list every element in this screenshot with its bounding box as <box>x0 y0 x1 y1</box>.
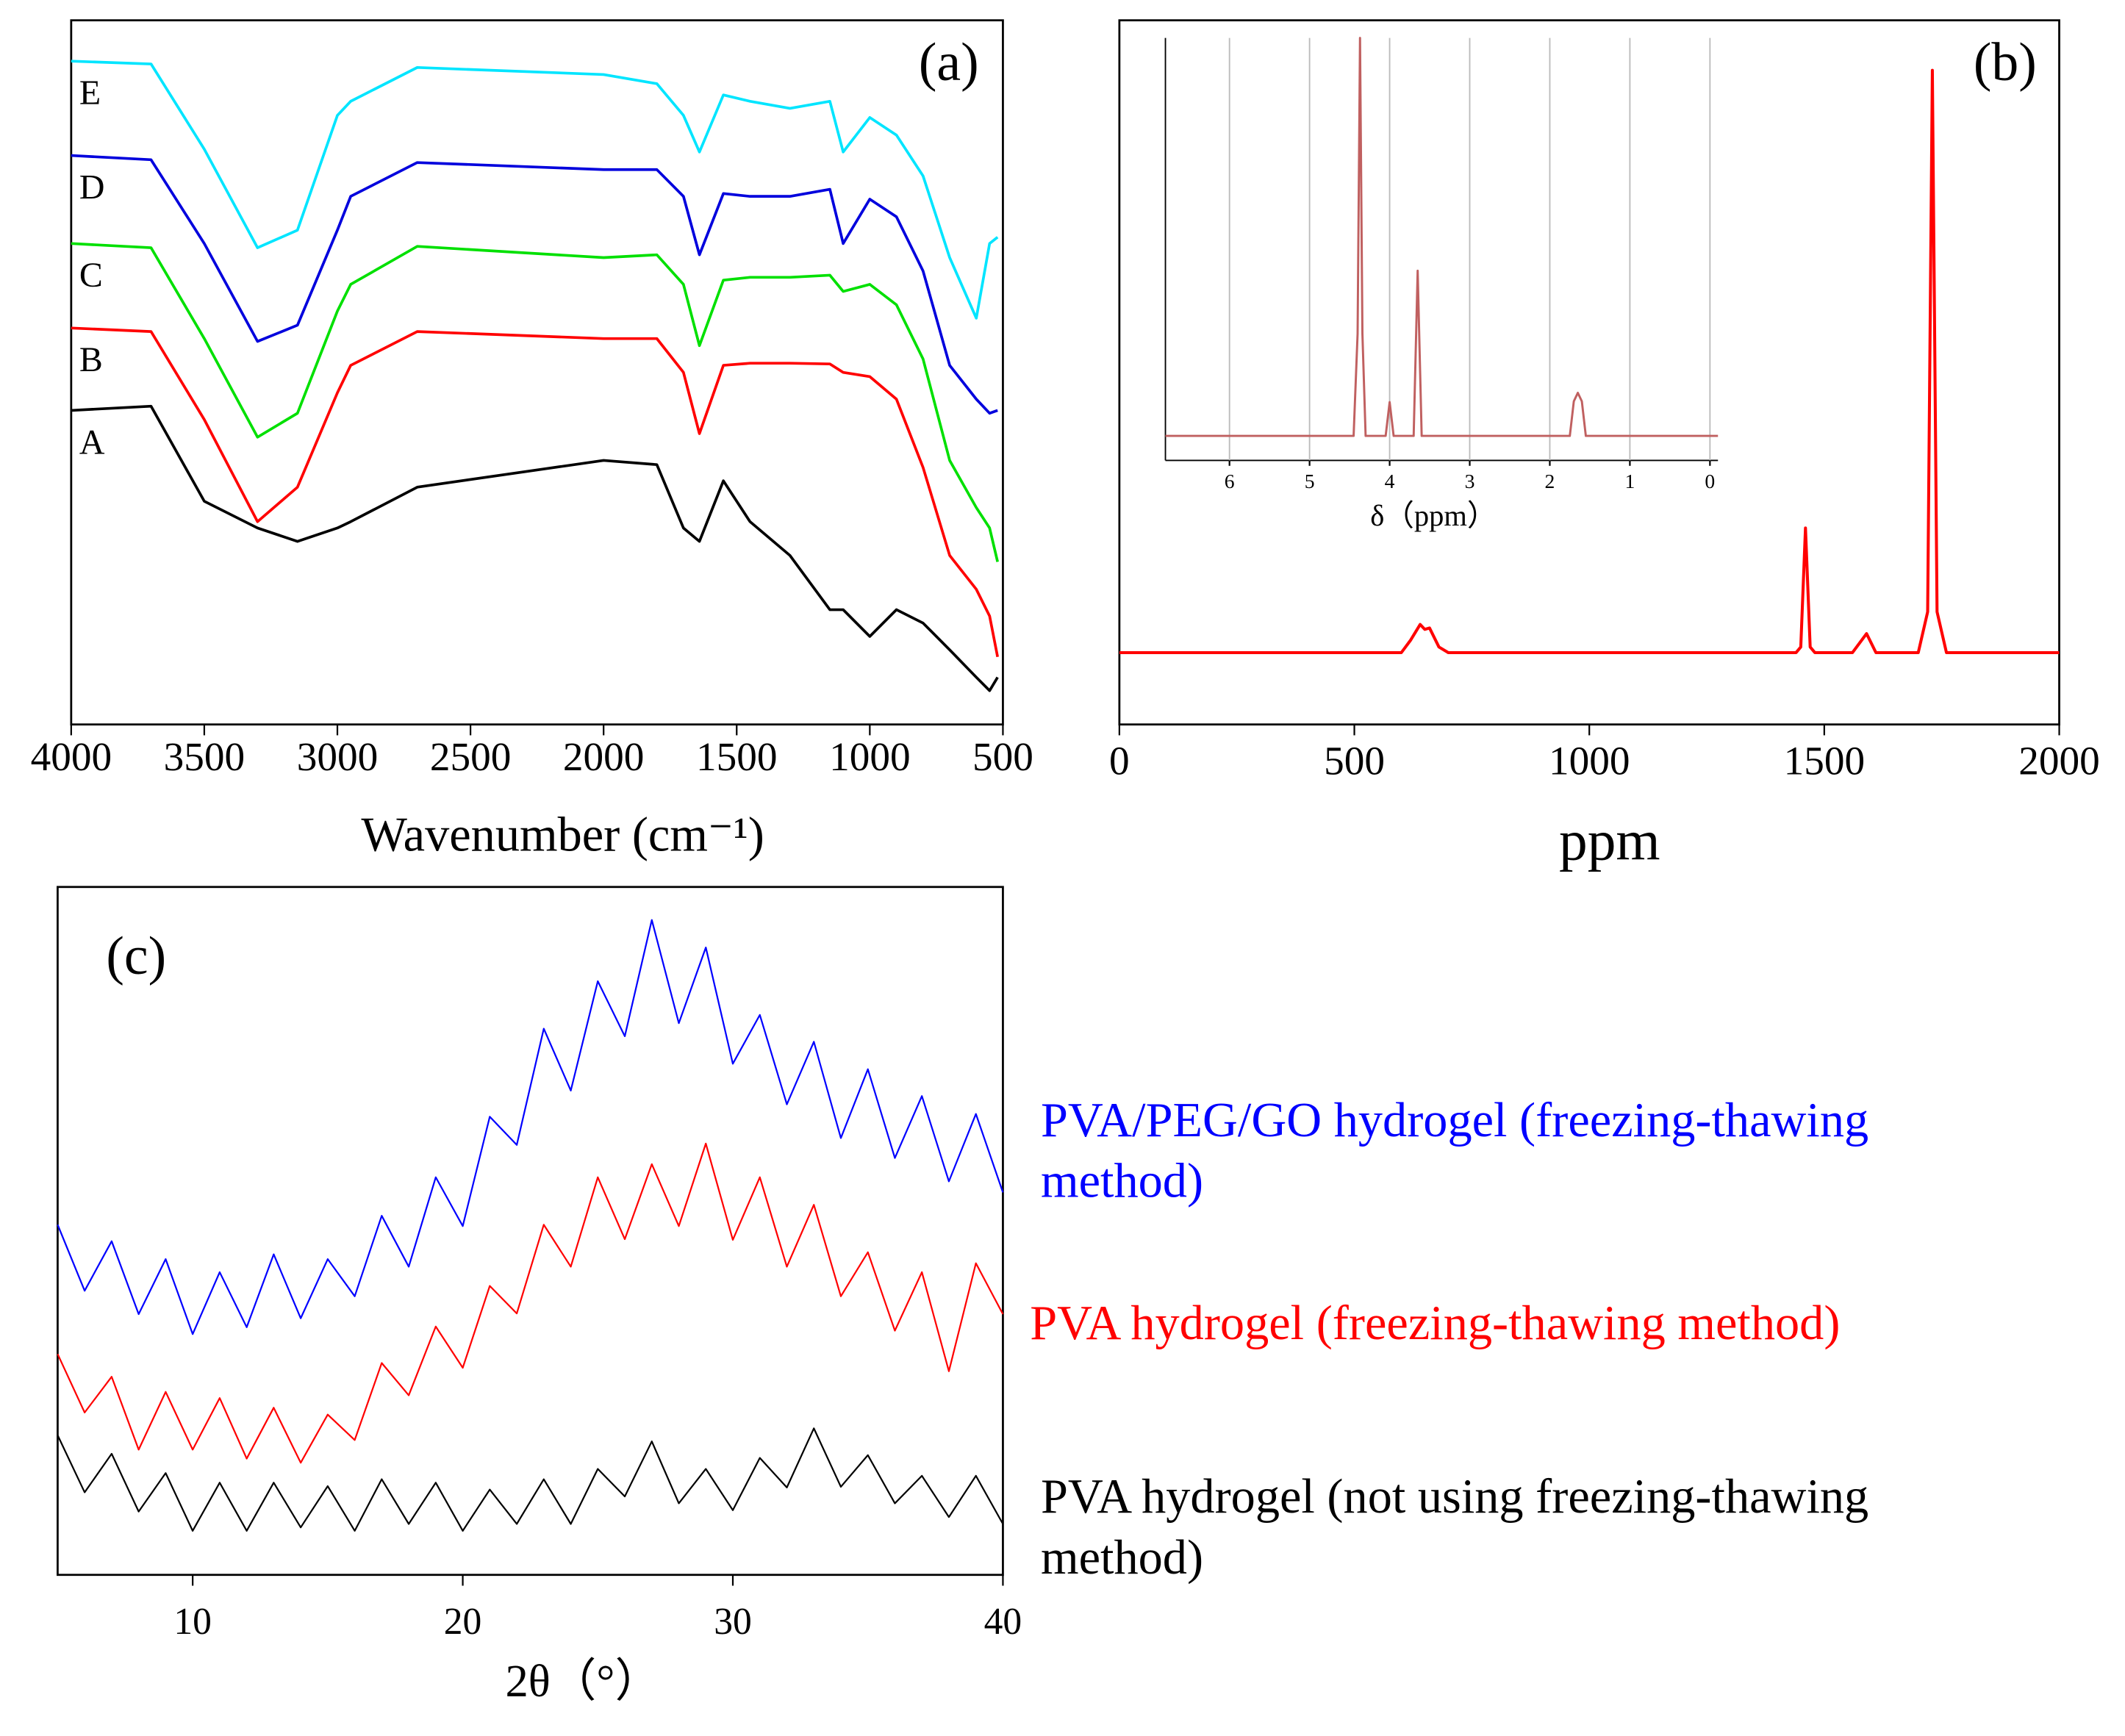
x-tick-label: 3000 <box>297 734 379 779</box>
panel-label: (a) <box>919 32 979 92</box>
plot-frame <box>57 886 1004 1577</box>
series-line <box>57 1142 1004 1464</box>
x-tick-label: 30 <box>714 1601 752 1643</box>
panel-label: (c) <box>106 925 166 986</box>
x-axis-label: δ（ppm） <box>1370 499 1497 532</box>
series-line <box>1165 37 1719 437</box>
legend-entry: PVA hydrogel (freezing-thawing method) <box>1030 1296 1841 1350</box>
x-tick-label: 2500 <box>430 734 512 779</box>
x-tick-label: 5 <box>1305 470 1315 492</box>
x-tick-label: 0 <box>1109 739 1130 783</box>
x-tick-label: 1000 <box>829 734 911 779</box>
series-label: B <box>79 340 103 379</box>
x-tick-label: 6 <box>1225 470 1235 492</box>
x-tick-label: 4 <box>1385 470 1395 492</box>
x-tick-label: 1500 <box>1784 739 1866 783</box>
series-line <box>71 154 998 415</box>
plot-frame <box>1118 19 2060 726</box>
legend-text: PVA/PEG/GO hydrogel (freezing-thawing me… <box>1041 1092 1869 1208</box>
x-tick-label: 0 <box>1705 470 1715 492</box>
series-line <box>71 404 999 692</box>
plot-frame <box>70 19 1004 726</box>
x-tick-label: 1 <box>1624 470 1635 492</box>
x-axis-label: Wavenumber (cm⁻¹) <box>361 808 764 862</box>
series-label: C <box>79 256 103 295</box>
x-axis-label: 2θ（°） <box>505 1655 661 1707</box>
series-label: A <box>79 423 105 462</box>
x-tick-label: 2 <box>1545 470 1555 492</box>
legend-text: PVA hydrogel (not using freezing-thawing… <box>1041 1469 1869 1585</box>
series-label: E <box>79 73 101 112</box>
panel-label: (b) <box>1974 32 2037 92</box>
series-line <box>71 242 999 562</box>
x-tick-label: 4000 <box>31 734 112 779</box>
series-line <box>71 326 1000 658</box>
series-line <box>57 1427 1004 1532</box>
x-axis-label: ppm <box>1559 808 1660 872</box>
x-tick-label: 2000 <box>563 734 645 779</box>
x-tick-label: 1000 <box>1549 739 1630 783</box>
series-label: D <box>79 168 105 207</box>
x-tick-label: 10 <box>173 1601 212 1643</box>
x-tick-label: 3 <box>1465 470 1475 492</box>
x-tick-label: 2000 <box>2018 739 2100 783</box>
x-tick-label: 500 <box>1324 739 1385 783</box>
legend-text: PVA hydrogel (freezing-thawing method) <box>1030 1296 1841 1350</box>
x-tick-label: 20 <box>444 1601 482 1643</box>
legend-entry: PVA/PEG/GO hydrogel (freezing-thawing me… <box>1041 1092 1869 1208</box>
legend-entry: PVA hydrogel (not using freezing-thawing… <box>1041 1469 1869 1585</box>
x-tick-label: 1500 <box>696 734 778 779</box>
series-line <box>57 919 1004 1335</box>
x-tick-label: 500 <box>972 734 1033 779</box>
x-tick-label: 3500 <box>164 734 246 779</box>
x-tick-label: 40 <box>984 1601 1022 1643</box>
series-line <box>1119 68 2060 655</box>
series-line <box>71 60 999 320</box>
